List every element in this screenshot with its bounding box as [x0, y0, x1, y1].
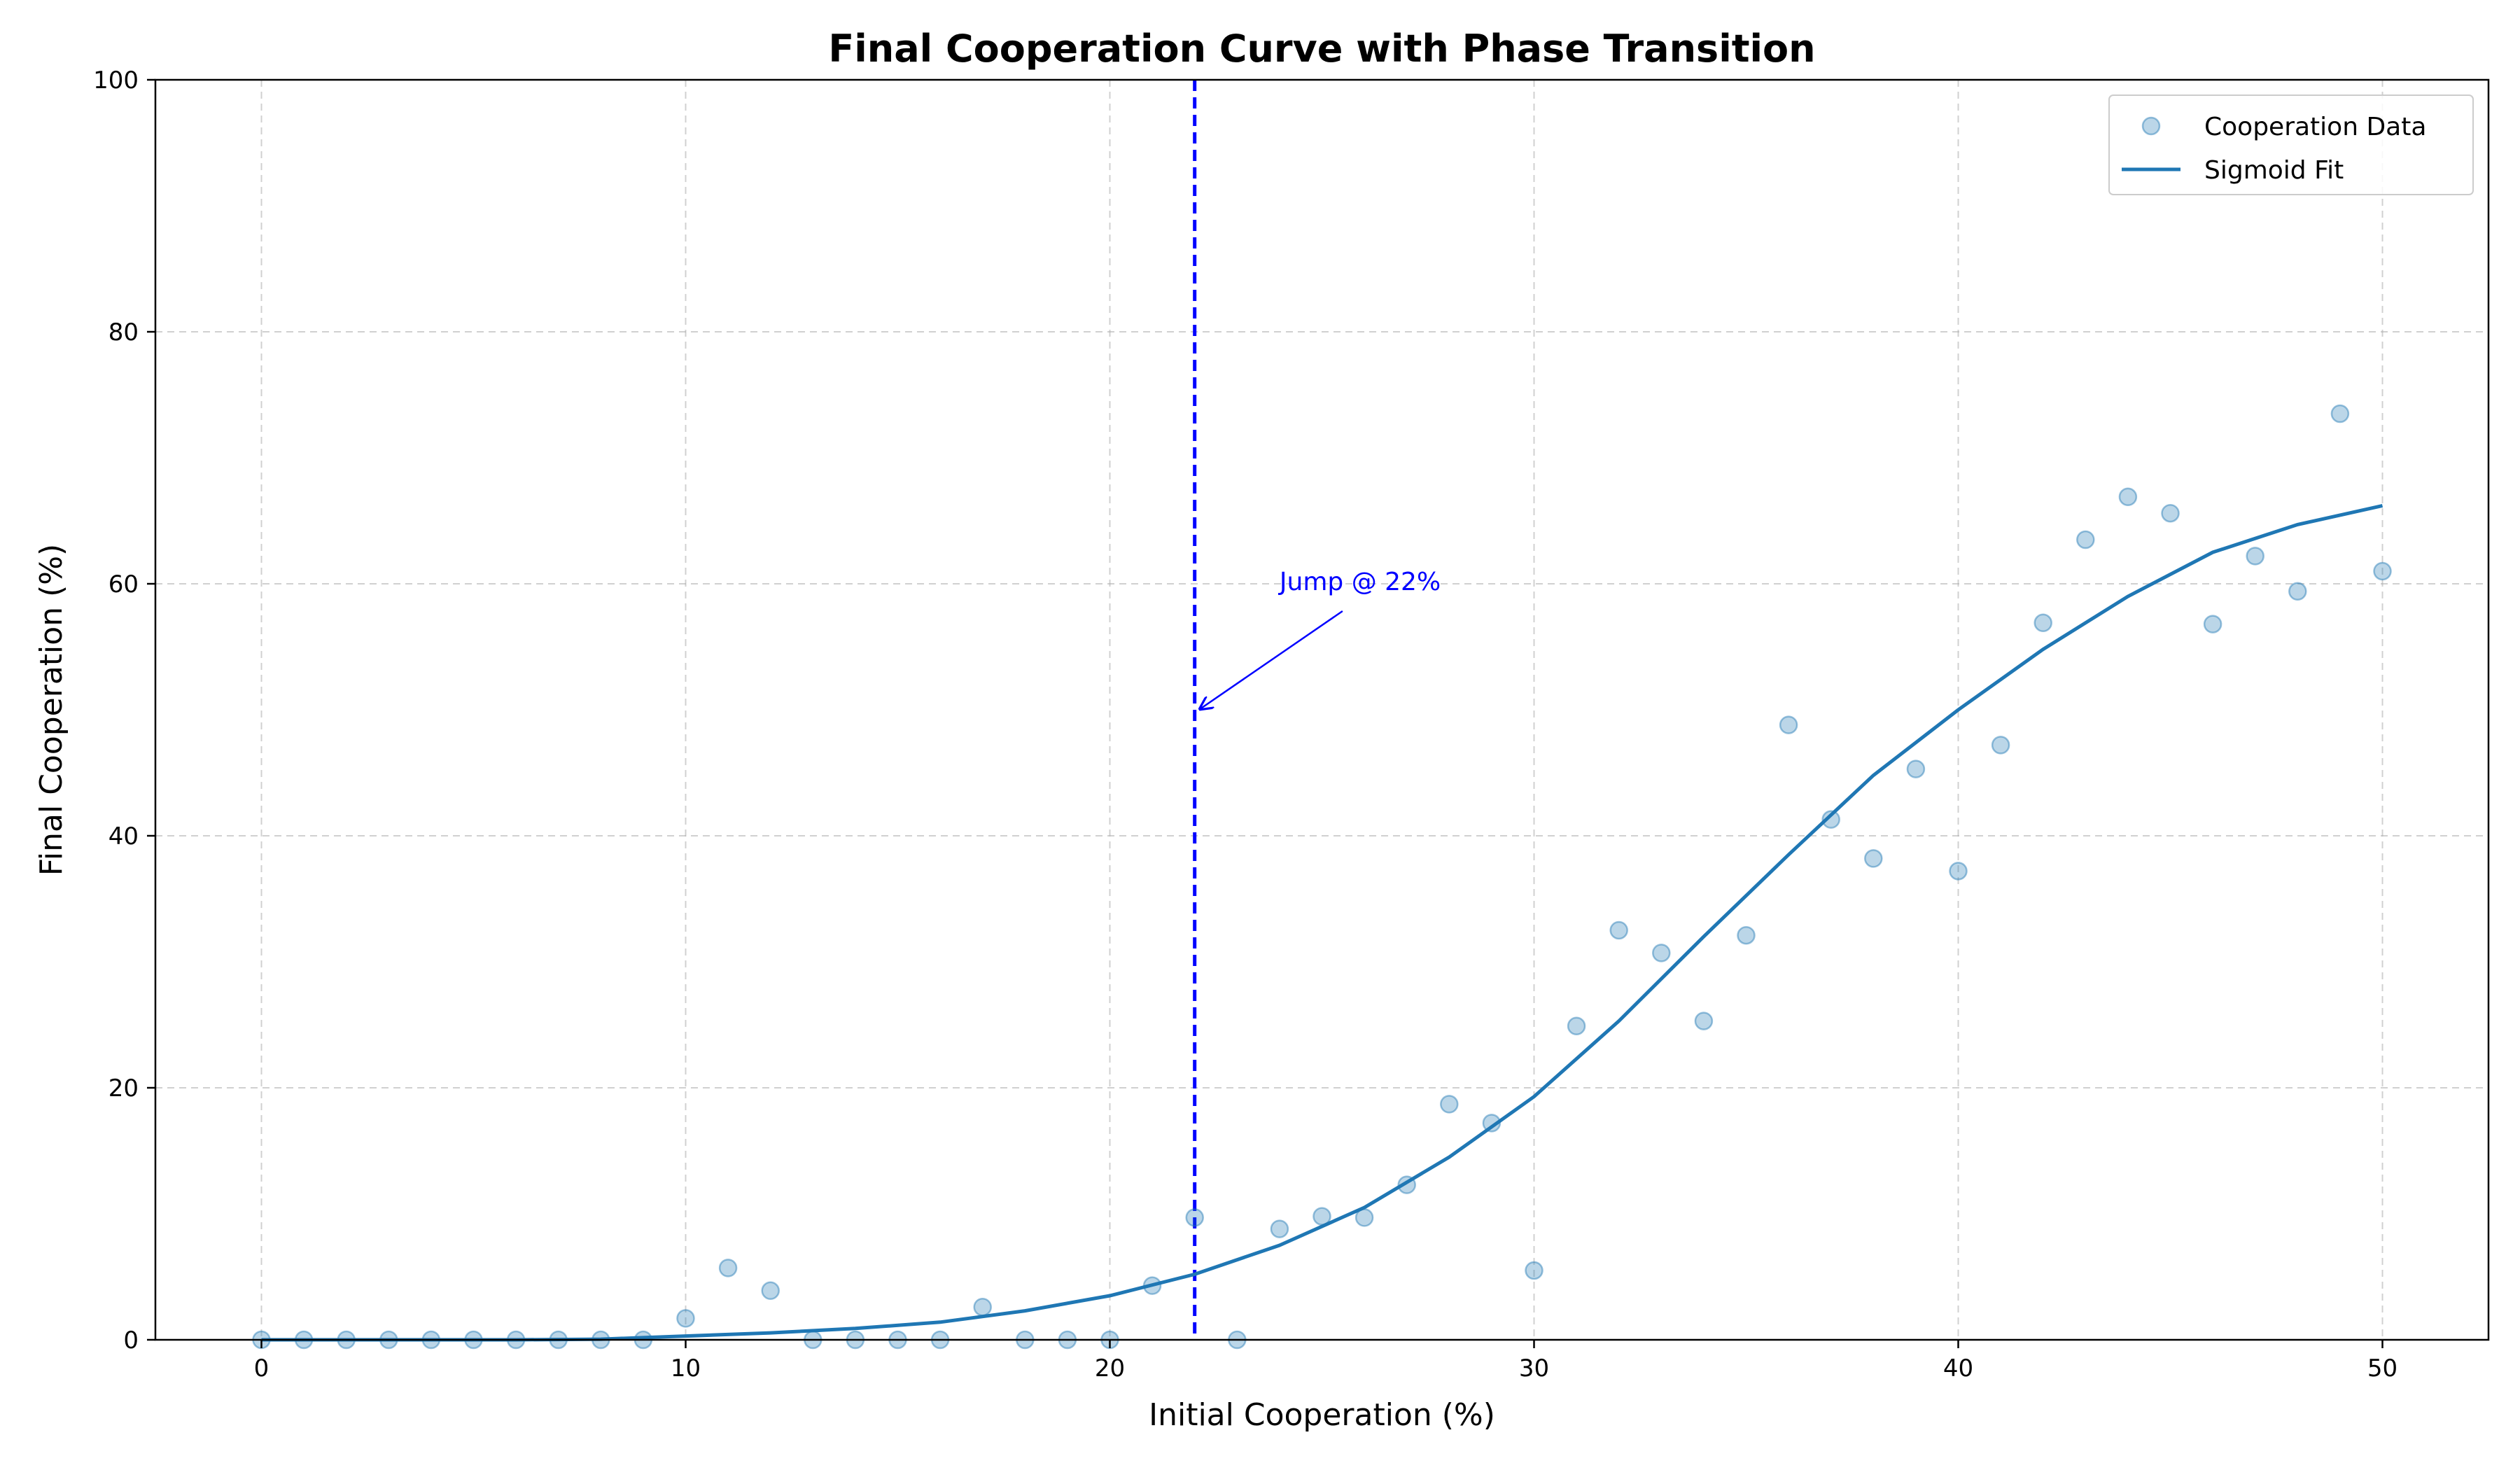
x-tick-label: 20 [1095, 1354, 1125, 1382]
y-axis-label: Final Cooperation (%) [34, 544, 69, 876]
series [252, 404, 2392, 1350]
y-tick-label: 0 [123, 1326, 139, 1354]
x-tick-label: 40 [1943, 1354, 1973, 1382]
data-point [1609, 920, 1628, 940]
data-point [1864, 849, 1883, 868]
data-point [1779, 715, 1798, 734]
annotation-group: Jump @ 22% [1199, 568, 1441, 710]
data-point [2076, 530, 2095, 550]
data-point [2330, 404, 2350, 424]
legend-marker-cooperation-data [2141, 116, 2161, 136]
y-tick-label: 100 [93, 66, 139, 94]
x-tick-label: 10 [671, 1354, 701, 1382]
data-point [1185, 1208, 1204, 1227]
data-point [1694, 1011, 1714, 1030]
data-point [761, 1281, 780, 1301]
data-point [1949, 862, 1968, 881]
data-point [973, 1297, 992, 1317]
data-point [1991, 736, 2010, 755]
x-tick-label: 30 [1519, 1354, 1549, 1382]
x-tick-label: 0 [254, 1354, 270, 1382]
y-tick-label: 20 [108, 1074, 139, 1102]
y-tick-label: 40 [108, 822, 139, 850]
data-point [2118, 487, 2138, 507]
y-tick-label: 80 [108, 318, 139, 346]
data-point [676, 1309, 695, 1328]
data-point [1906, 760, 1926, 778]
legend: Cooperation Data Sigmoid Fit [2108, 94, 2474, 195]
data-point [1821, 810, 1840, 829]
annotation-arrow [1199, 610, 1343, 710]
data-point [1567, 1016, 1586, 1036]
data-point [718, 1259, 738, 1278]
data-point [1270, 1219, 1289, 1238]
data-point [2033, 613, 2052, 633]
legend-label-cooperation-data: Cooperation Data [2204, 113, 2426, 141]
data-point [1652, 944, 1671, 962]
data-point [2203, 615, 2222, 634]
data-point [1737, 925, 1756, 945]
data-point [1482, 1114, 1502, 1133]
annotation-text: Jump @ 22% [1278, 568, 1441, 596]
sigmoid-fit-line [261, 503, 2384, 1342]
data-point [2246, 547, 2264, 566]
legend-label-sigmoid-fit: Sigmoid Fit [2204, 156, 2344, 185]
plot-frame [154, 78, 2490, 1341]
x-axis-label: Initial Cooperation (%) [1149, 1397, 1495, 1433]
data-point [1525, 1261, 1544, 1280]
data-point [1440, 1095, 1459, 1114]
chart-title: Final Cooperation Curve with Phase Trans… [828, 27, 1815, 71]
data-point [2373, 561, 2392, 581]
legend-box [2108, 94, 2474, 195]
x-tick-label: 50 [2367, 1354, 2398, 1382]
axis-ticks: 0 10 20 30 40 50 0 20 40 60 80 100 [93, 66, 2398, 1382]
data-point [2288, 582, 2307, 601]
data-point [2161, 503, 2180, 523]
y-tick-label: 60 [108, 570, 139, 598]
